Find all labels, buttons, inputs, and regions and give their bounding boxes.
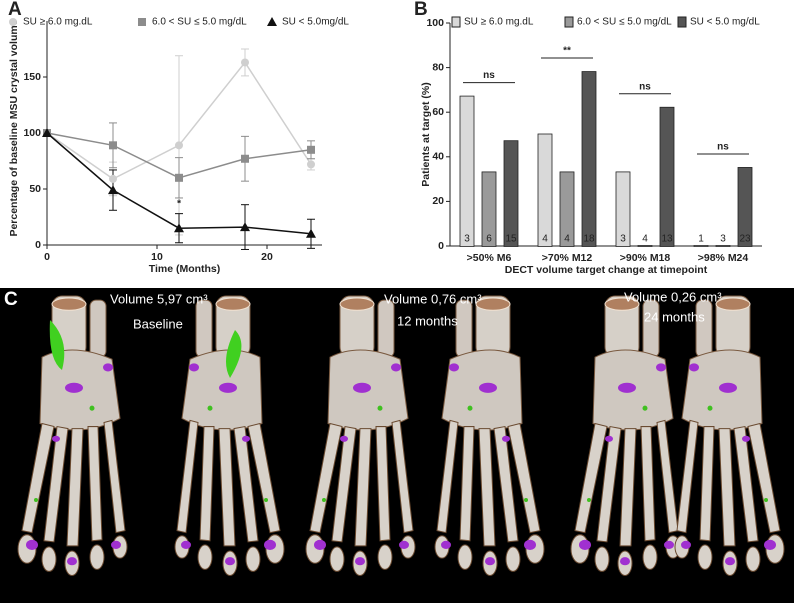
y-tick-label: 100 [23, 127, 41, 139]
bar [481, 171, 497, 247]
significance-label: ns [639, 81, 651, 92]
significance-label: ** [563, 46, 571, 57]
caption: Volume 5,97 cm³ [110, 291, 208, 306]
marker [307, 160, 315, 169]
x-tick-label: >90% M18 [620, 252, 671, 264]
bar-count: 18 [583, 234, 595, 245]
marker [109, 141, 117, 150]
bar-count: 4 [642, 234, 648, 245]
bar-count: 4 [564, 234, 570, 245]
x-tick-label: >70% M12 [542, 252, 593, 264]
marker [109, 174, 117, 183]
y-tick-label: 20 [432, 195, 444, 207]
legend-label: SU ≥ 6.0 mg.dL [464, 17, 534, 28]
legend-swatch [564, 16, 574, 28]
y-axis-label: Percentage of baseline MSU crystal volum… [8, 19, 20, 236]
marker [108, 185, 118, 195]
y-tick-label: 100 [426, 17, 444, 29]
bar [693, 245, 709, 247]
marker [175, 141, 183, 150]
marker [175, 173, 183, 182]
bar [559, 171, 575, 247]
legend-swatch [451, 16, 461, 28]
x-tick-label: >50% M6 [467, 252, 512, 264]
marker [138, 18, 146, 26]
y-tick-label: 40 [432, 151, 444, 163]
bar-count: 23 [739, 234, 751, 245]
bar-count: 3 [720, 234, 726, 245]
legend-label: 6.0 < SU ≤ 5.0 mg/dL [152, 17, 247, 28]
y-tick-label: 0 [438, 240, 444, 252]
bar [737, 167, 753, 247]
bar [581, 71, 597, 247]
bar [503, 140, 519, 247]
panel-label: C [4, 289, 18, 310]
significance-label: ns [717, 142, 729, 153]
significance-label: ns [483, 70, 495, 81]
bar-count: 6 [486, 234, 492, 245]
marker [307, 145, 315, 154]
bar-count: 13 [661, 234, 673, 245]
x-axis-label: DECT volume target change at timepoint [505, 264, 708, 276]
bar [637, 245, 653, 247]
caption: 12 months [397, 313, 458, 328]
caption: Volume 0,76 cm³ [384, 291, 482, 306]
caption: Baseline [133, 316, 183, 331]
x-tick-label: >98% M24 [698, 252, 749, 264]
x-axis-label: Time (Months) [149, 263, 221, 275]
bar [659, 106, 675, 247]
x-tick-label: 0 [44, 251, 50, 263]
y-axis-label: Patients at target (%) [420, 82, 432, 186]
bar-count: 3 [620, 234, 626, 245]
marker [9, 18, 17, 26]
bar-count: 3 [464, 234, 470, 245]
x-tick-label: 20 [261, 251, 273, 263]
marker [240, 222, 250, 232]
y-tick-label: 150 [23, 71, 41, 83]
caption: Volume 0,26 cm³ [624, 289, 722, 304]
legend-label: SU ≥ 6.0 mg.dL [23, 17, 93, 28]
bar [615, 171, 631, 247]
panel-label: A [8, 0, 22, 20]
x-tick-label: 10 [151, 251, 163, 263]
panel-label: B [414, 0, 428, 20]
annotation: * [177, 197, 182, 209]
y-tick-label: 60 [432, 106, 444, 118]
bar-count: 4 [542, 234, 548, 245]
marker [241, 154, 249, 163]
bar [459, 95, 475, 247]
legend-label: 6.0 < SU ≤ 5.0 mg/dL [577, 17, 672, 28]
bar [537, 133, 553, 247]
marker [306, 228, 316, 238]
legend-label: SU < 5.0 mg/dL [690, 17, 760, 28]
bar-count: 1 [698, 234, 704, 245]
y-tick-label: 80 [432, 61, 444, 73]
legend-swatch [677, 16, 687, 28]
marker [42, 128, 52, 137]
legend-label: SU < 5.0mg/dL [282, 17, 349, 28]
y-tick-label: 50 [29, 183, 41, 195]
y-tick-label: 0 [35, 239, 41, 251]
bar-count: 15 [505, 234, 517, 245]
marker [174, 223, 184, 233]
marker [241, 58, 249, 67]
caption: 24 months [644, 309, 705, 324]
marker [267, 17, 277, 26]
bar [715, 245, 731, 247]
